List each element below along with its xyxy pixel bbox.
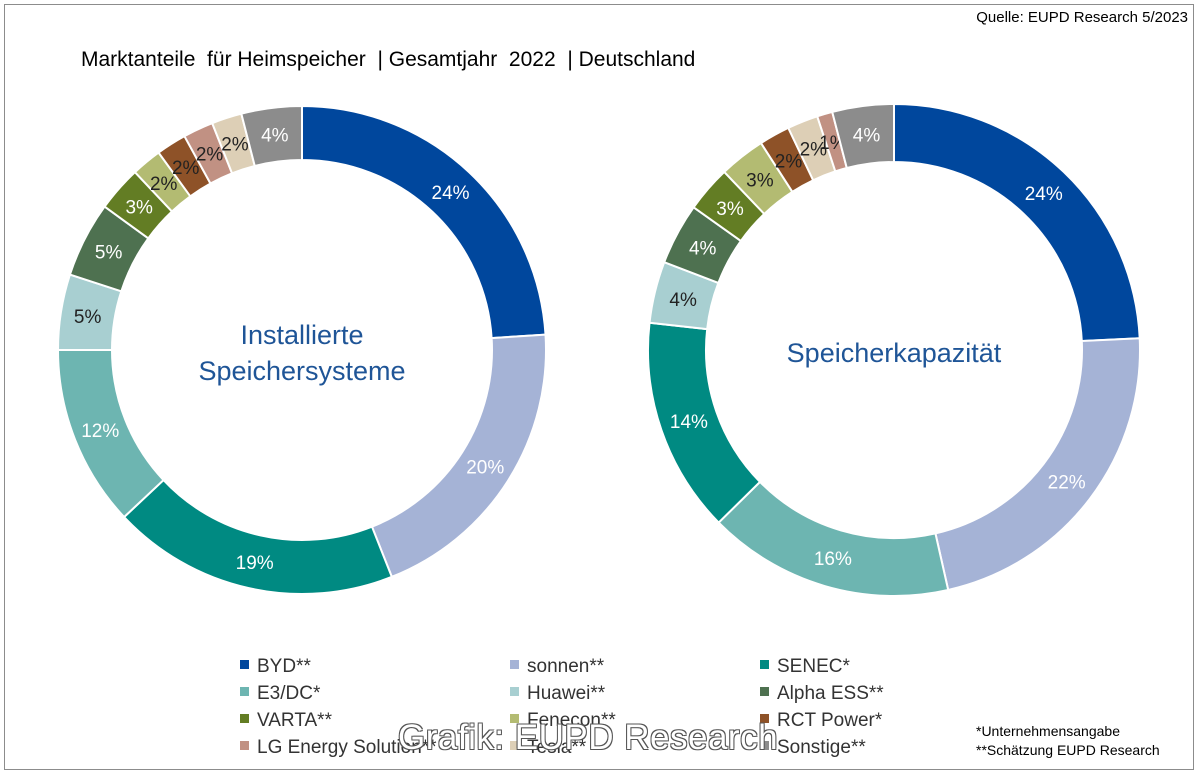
legend-item: Huawei** [510,683,605,705]
legend-label: BYD** [257,656,311,677]
legend-swatch [510,714,519,724]
legend-item: Tesla** [510,737,586,759]
legend-swatch [760,714,769,724]
center-label: Installierte [240,320,363,350]
legend-label: Tesla** [527,737,587,758]
legend-swatch [240,714,249,724]
legend-item: Sonstige** [760,737,866,759]
slice-label: 5% [74,307,102,328]
legend-item: sonnen** [510,656,604,678]
legend-swatch [760,741,769,751]
center-label: Speicherkapazität [787,338,1002,368]
slice-label: 2% [150,174,178,195]
slice-label: 3% [716,199,744,220]
legend-item: SENEC* [760,656,850,678]
slice-label: 4% [261,126,289,147]
legend-label: SENEC* [777,656,850,677]
slice-label: 2% [221,135,249,156]
legend-swatch [510,687,519,697]
slice-label: 4% [853,126,881,147]
slice-label: 14% [670,412,708,433]
slice-byd [893,102,1141,343]
footnote-company: *Unternehmensangabe [976,723,1120,739]
slice-label: 5% [95,242,123,263]
legend-item: Fenecon** [510,710,616,732]
legend-label: RCT Power* [777,710,883,731]
slice-label: 22% [1048,472,1086,493]
legend-label: Huawei** [527,683,606,704]
legend-label: LG Energy Solution** [257,737,437,758]
slice-label: 4% [689,239,717,260]
legend-swatch [760,687,769,697]
slice-label: 16% [814,549,852,570]
slice-label: 2% [196,145,224,166]
legend-item: LG Energy Solution** [240,737,437,759]
slice-label: 2% [800,140,828,161]
slice-label: 4% [669,290,697,311]
legend-swatch [510,741,519,751]
slice-label: 20% [466,457,504,478]
chart-frame [4,4,1194,770]
chart-title: Marktanteile für Heimspeicher | Gesamtja… [81,48,696,71]
donut-chart-1: 24%20%19%12%5%5%3%2%2%2%2% 4%Installierte… [56,104,547,595]
slice-e3-dc [717,480,950,597]
center-label: Speichersysteme [198,356,405,386]
slice-label: 3% [125,197,153,218]
legend-item: Alpha ESS** [760,683,884,705]
legend-swatch [510,660,519,670]
slice-sonnen [934,337,1141,592]
slice-label: 24% [1025,184,1063,205]
slice-senec [122,478,394,595]
legend-swatch [760,660,769,670]
footnotes: *Unternehmensangabe **Schätzung EUPD Res… [976,722,1160,760]
legend-swatch [240,660,249,670]
slice-label: 3% [746,170,774,191]
slice-byd [301,104,547,340]
legend-swatch [240,687,249,697]
legend-label: Sonstige** [777,737,866,758]
slice-label: 19% [236,553,274,574]
legend-label: Fenecon** [527,710,616,731]
slice-label: 2% [775,151,803,172]
legend-item: BYD** [240,656,311,678]
legend-label: E3/DC* [257,683,321,704]
legend-label: sonnen** [527,656,605,677]
slice-label: 2% [172,158,200,179]
slice-sonstige [240,104,303,168]
legend-item: RCT Power* [760,710,882,732]
slice-sonstige [830,102,895,170]
source-label: Quelle: EUPD Research 5/2023 [976,9,1188,26]
donut-chart-2: 24%22%16%14%4%4%3%3%2%2%1% 4%Speicherkapa… [647,102,1141,597]
legend-label: VARTA** [257,710,332,731]
legend-item: E3/DC* [240,683,320,705]
footnote-estimate: **Schätzung EUPD Research [976,742,1160,758]
legend-item: VARTA** [240,710,332,732]
slice-label: 24% [432,183,470,204]
legend-label: Alpha ESS** [777,683,884,704]
watermark: Grafik: EUPD Research [398,718,779,757]
slice-label: 12% [81,421,119,442]
legend-swatch [240,741,249,751]
